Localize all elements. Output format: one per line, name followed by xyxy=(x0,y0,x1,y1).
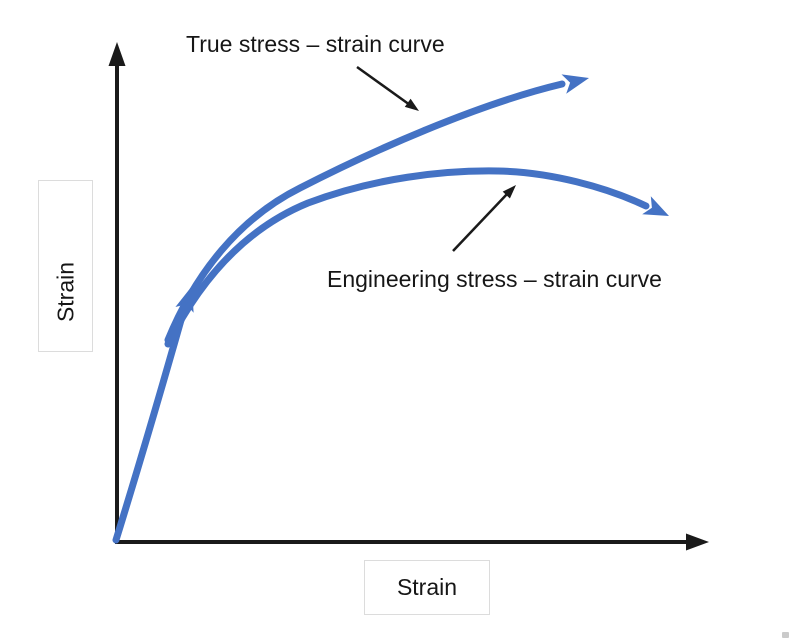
elastic-loading-segment xyxy=(112,302,189,544)
engineering-curve-arrowhead-icon xyxy=(642,196,669,216)
true-curve-arrowhead-icon xyxy=(561,74,589,94)
page-corner-artifact xyxy=(782,632,789,638)
engineering-stress-strain-curve xyxy=(164,167,650,348)
engineering-label-annotation-arrow xyxy=(452,192,509,252)
y-axis-arrowhead-icon xyxy=(108,42,126,66)
true-curve-label: True stress – strain curve xyxy=(186,31,445,57)
x-axis-arrowhead-icon xyxy=(686,533,709,551)
true-stress-strain-curve xyxy=(164,80,566,344)
x-axis-label-box: Strain xyxy=(364,560,490,615)
y-axis-label: Strain xyxy=(52,261,78,323)
x-axis-label: Strain xyxy=(396,574,458,600)
true-label-annotation-arrow xyxy=(356,65,411,107)
true-label-arrowhead-icon xyxy=(404,98,419,111)
engineering-curve-label: Engineering stress – strain curve xyxy=(327,266,662,292)
engineering-label-arrowhead-icon xyxy=(502,185,516,199)
y-axis-label-box: Strain xyxy=(38,180,93,352)
